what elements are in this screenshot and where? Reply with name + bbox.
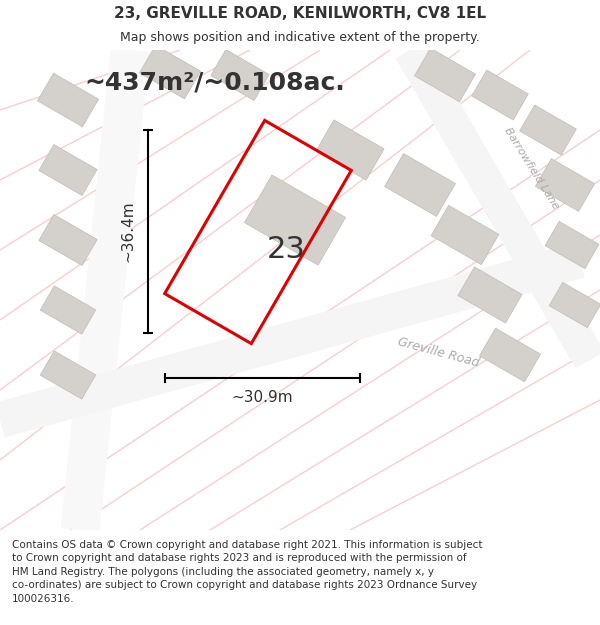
- Polygon shape: [39, 144, 97, 196]
- Text: Barrowfield Lane: Barrowfield Lane: [503, 126, 561, 211]
- Polygon shape: [458, 267, 522, 323]
- Polygon shape: [37, 73, 98, 127]
- Polygon shape: [385, 154, 455, 216]
- Text: ~30.9m: ~30.9m: [232, 391, 293, 406]
- Polygon shape: [549, 282, 600, 328]
- Polygon shape: [40, 351, 96, 399]
- Polygon shape: [415, 48, 476, 102]
- Polygon shape: [40, 286, 96, 334]
- Text: Map shows position and indicative extent of the property.: Map shows position and indicative extent…: [120, 31, 480, 44]
- Polygon shape: [545, 221, 599, 269]
- Polygon shape: [139, 45, 200, 99]
- Text: ~36.4m: ~36.4m: [121, 201, 136, 262]
- Polygon shape: [431, 206, 499, 264]
- Text: ~437m²/~0.108ac.: ~437m²/~0.108ac.: [85, 70, 346, 94]
- Polygon shape: [244, 175, 346, 265]
- Polygon shape: [479, 328, 541, 382]
- Text: 23: 23: [266, 236, 305, 264]
- Text: Greville Road: Greville Road: [396, 335, 480, 369]
- Polygon shape: [520, 105, 576, 155]
- Polygon shape: [535, 159, 595, 211]
- Text: Contains OS data © Crown copyright and database right 2021. This information is : Contains OS data © Crown copyright and d…: [12, 539, 482, 604]
- Polygon shape: [316, 120, 384, 180]
- Polygon shape: [211, 49, 269, 101]
- Text: 23, GREVILLE ROAD, KENILWORTH, CV8 1EL: 23, GREVILLE ROAD, KENILWORTH, CV8 1EL: [114, 6, 486, 21]
- Polygon shape: [472, 70, 528, 120]
- Polygon shape: [39, 214, 97, 266]
